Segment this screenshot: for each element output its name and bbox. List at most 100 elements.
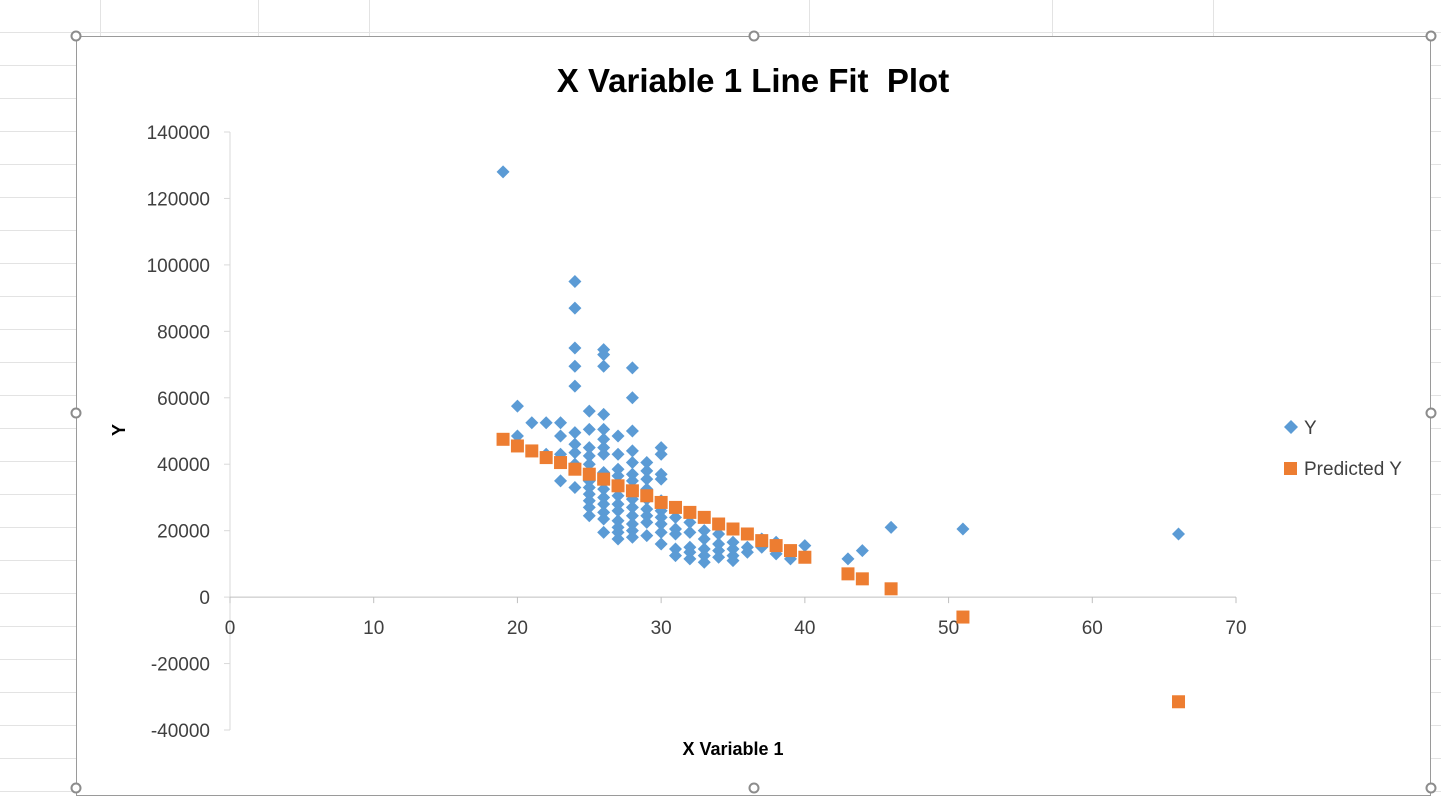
- data-point-y: [597, 505, 611, 519]
- data-point-y: [625, 424, 639, 438]
- data-point-y: [568, 437, 582, 451]
- data-point-predicted-y: [769, 539, 783, 553]
- resize-handle-bottom-right[interactable]: [1425, 782, 1437, 794]
- data-point-predicted-y: [726, 522, 740, 536]
- resize-handle-bottom-middle[interactable]: [748, 782, 760, 794]
- resize-handle-middle-left[interactable]: [70, 407, 82, 419]
- data-point-y: [539, 416, 553, 430]
- data-point-y: [582, 422, 596, 436]
- data-point-predicted-y: [884, 582, 898, 596]
- data-point-y: [597, 432, 611, 446]
- data-point-y: [654, 447, 668, 461]
- y-axis-title: Y: [109, 424, 129, 436]
- data-point-y: [654, 472, 668, 486]
- resize-handle-middle-right[interactable]: [1425, 407, 1437, 419]
- data-point-y: [611, 447, 625, 461]
- data-point-y: [669, 542, 683, 556]
- data-point-y: [884, 520, 898, 534]
- data-point-y: [654, 537, 668, 551]
- data-point-y: [510, 399, 524, 413]
- y-tick-label: 40000: [157, 455, 210, 476]
- y-tick-label: -40000: [151, 721, 210, 742]
- data-point-y: [697, 524, 711, 538]
- data-point-predicted-y: [640, 489, 654, 503]
- data-point-y: [611, 504, 625, 518]
- series-layer: [496, 165, 1186, 709]
- data-point-y: [611, 497, 625, 511]
- data-point-y: [1172, 527, 1186, 541]
- resize-handle-top-right[interactable]: [1425, 30, 1437, 42]
- data-point-predicted-y: [841, 567, 855, 581]
- data-point-y: [568, 359, 582, 373]
- data-point-y: [697, 532, 711, 546]
- data-point-y: [568, 480, 582, 494]
- data-point-y: [611, 514, 625, 528]
- data-point-predicted-y: [582, 467, 596, 481]
- data-point-y: [697, 549, 711, 563]
- data-point-y: [625, 444, 639, 458]
- data-point-y: [597, 525, 611, 539]
- data-point-y: [597, 359, 611, 373]
- axes: -40000 -20000 0 20000 40000 60000 80000 100000 1…: [147, 123, 1247, 742]
- data-point-y: [611, 525, 625, 539]
- data-point-y: [683, 545, 697, 559]
- data-point-y: [625, 391, 639, 405]
- data-point-predicted-y: [683, 505, 697, 519]
- data-point-y: [582, 494, 596, 508]
- series-predicted-y: [496, 432, 1186, 709]
- resize-handle-top-middle[interactable]: [748, 30, 760, 42]
- data-point-y: [625, 500, 639, 514]
- data-point-y: [625, 509, 639, 523]
- data-point-y: [582, 487, 596, 501]
- data-point-predicted-y: [539, 451, 553, 465]
- legend-label-predicted-y: Predicted Y: [1304, 459, 1402, 480]
- series-y: [496, 165, 1186, 569]
- data-point-y: [597, 482, 611, 496]
- legend: Y Predicted Y: [1284, 418, 1402, 480]
- data-point-predicted-y: [712, 517, 726, 531]
- chart-title: X Variable 1 Line Fit Plot: [557, 62, 949, 99]
- data-point-y: [712, 550, 726, 564]
- data-point-y: [597, 497, 611, 511]
- data-point-y: [611, 532, 625, 546]
- data-point-y: [597, 422, 611, 436]
- data-point-y: [669, 549, 683, 563]
- data-point-y: [669, 527, 683, 541]
- data-point-predicted-y: [525, 444, 539, 458]
- data-point-y: [568, 426, 582, 440]
- legend-marker-y: [1284, 420, 1298, 434]
- data-point-y: [496, 165, 510, 179]
- data-point-y: [726, 554, 740, 568]
- data-point-y: [568, 275, 582, 288]
- x-tick-label: 20: [507, 618, 528, 639]
- data-point-predicted-y: [611, 479, 625, 493]
- data-point-predicted-y: [510, 439, 524, 453]
- data-point-y: [582, 441, 596, 455]
- y-tick-label: 140000: [147, 123, 210, 144]
- data-point-y: [568, 341, 582, 355]
- chart-area[interactable]: [76, 36, 1431, 796]
- data-point-predicted-y: [625, 484, 639, 498]
- data-point-y: [654, 517, 668, 531]
- data-point-predicted-y: [597, 472, 611, 486]
- data-point-y: [625, 474, 639, 488]
- data-point-y: [611, 429, 625, 443]
- y-tick-label: -20000: [151, 655, 210, 676]
- data-point-y: [568, 446, 582, 460]
- x-tick-label: 30: [651, 618, 672, 639]
- data-point-y: [597, 441, 611, 455]
- data-point-y: [654, 525, 668, 539]
- legend-marker-predicted-y: [1284, 462, 1297, 475]
- data-point-y: [855, 544, 869, 558]
- resize-handle-top-left[interactable]: [70, 30, 82, 42]
- data-point-predicted-y: [755, 534, 769, 548]
- data-point-y: [683, 525, 697, 539]
- data-point-y: [625, 361, 639, 375]
- data-point-y: [611, 489, 625, 503]
- y-tick-label: 120000: [147, 189, 210, 210]
- data-point-y: [525, 416, 539, 430]
- data-point-predicted-y: [740, 527, 754, 541]
- data-point-y: [582, 457, 596, 471]
- resize-handle-bottom-left[interactable]: [70, 782, 82, 794]
